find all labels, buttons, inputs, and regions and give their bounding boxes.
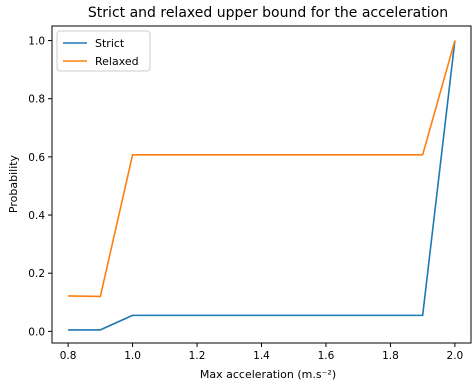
series-line-relaxed [68,40,456,298]
x-tick-label: 1.4 [253,350,270,362]
x-ticks: 0.8 1.0 1.2 1.4 1.6 1.8 2.0 [60,343,463,362]
x-tick-label: 2.0 [447,350,464,362]
x-tick-label: 0.8 [60,350,77,362]
chart-title: Strict and relaxed upper bound for the a… [88,5,448,21]
plot-series [68,40,456,331]
y-tick-label: 0.8 [28,94,45,106]
legend-label-relaxed: Relaxed [95,55,139,68]
y-axis-label: Probability [7,154,20,213]
x-tick-label: 1.2 [189,350,206,362]
x-tick-label: 1.8 [382,350,399,362]
y-tick-label: 0.0 [28,326,45,338]
x-tick-label: 1.0 [124,350,141,362]
y-ticks: 0.0 0.2 0.4 0.6 0.8 1.0 [28,36,52,338]
y-tick-label: 0.4 [28,210,45,222]
y-tick-label: 0.2 [28,268,45,280]
x-tick-label: 1.6 [318,350,335,362]
series-line-strict [68,40,456,331]
legend: Strict Relaxed [56,30,151,72]
legend-label-strict: Strict [95,37,125,50]
plot-frame [51,25,472,344]
y-tick-label: 1.0 [28,36,45,48]
x-axis-label: Max acceleration (m.s⁻²) [200,368,336,381]
y-tick-label: 0.6 [28,152,45,164]
